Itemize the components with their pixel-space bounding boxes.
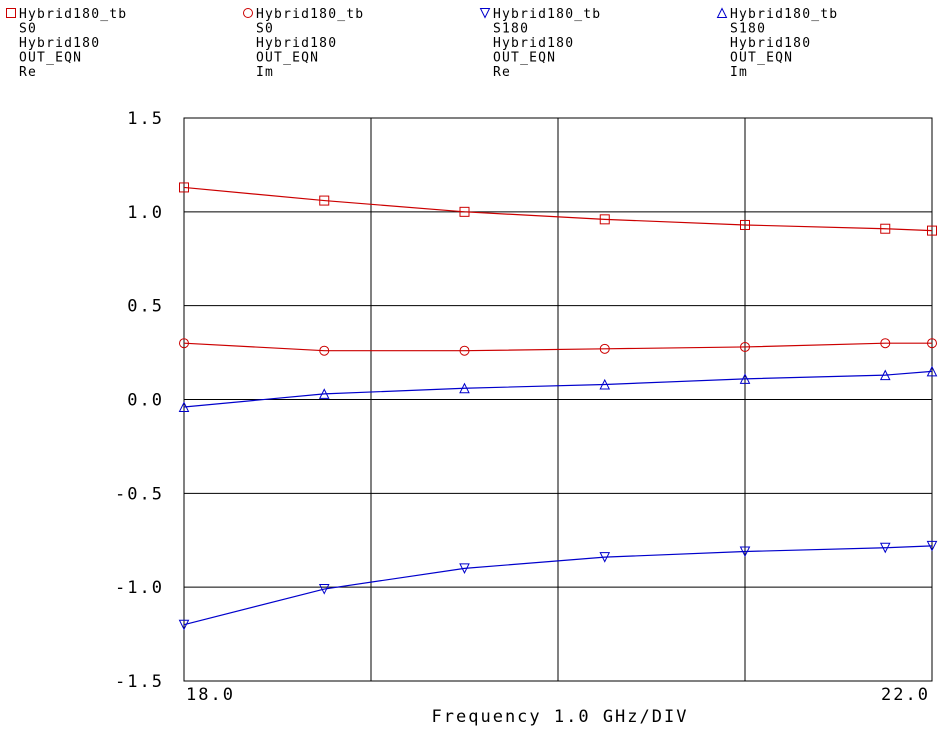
data-point: [179, 338, 189, 349]
data-point: [879, 542, 891, 554]
data-point: [927, 225, 937, 236]
x-axis-label: Frequency 1.0 GHz/DIV: [432, 707, 689, 727]
series-group: [178, 182, 938, 631]
y-tick-label: -1.0: [115, 578, 164, 598]
data-point: [459, 563, 470, 575]
series-2: [179, 338, 937, 356]
data-point: [318, 388, 330, 399]
legend-label: Hybrid180_tb: [256, 7, 364, 22]
data-point: [927, 338, 937, 349]
legend-marker: [6, 8, 16, 18]
y-tick-label: 1.5: [127, 109, 164, 129]
data-point: [178, 619, 190, 631]
data-point: [599, 214, 610, 225]
data-point: [459, 206, 470, 217]
legend-label: Hybrid180: [19, 36, 100, 51]
series-line: [183, 370, 933, 408]
series-line: [183, 186, 933, 232]
data-point: [879, 369, 891, 381]
data-point: [926, 365, 938, 377]
data-point: [880, 223, 891, 234]
data-point: [179, 182, 189, 193]
legend-label: Hybrid180_tb: [493, 7, 601, 22]
data-point: [880, 338, 891, 349]
data-point: [599, 378, 611, 390]
data-point: [926, 540, 938, 552]
legend-label: OUT_EQN: [256, 51, 319, 66]
legend-marker: [479, 8, 491, 19]
legend-label: OUT_EQN: [19, 51, 82, 66]
y-axis: 1.5 1.0 0.5 0.0 -0.5 -1.0 -1.5: [115, 109, 164, 692]
grid: [183, 117, 933, 682]
data-point: [319, 345, 330, 356]
data-point: [178, 401, 190, 413]
y-tick-label: 0.0: [127, 391, 164, 411]
legend-label: Re: [19, 65, 37, 80]
legend-label: S0: [256, 22, 274, 37]
data-point: [318, 584, 330, 595]
series-3: [178, 540, 938, 631]
series-line: [183, 545, 933, 626]
y-tick-label: -0.5: [115, 484, 164, 504]
x-tick-label: 22.0: [881, 685, 930, 705]
data-point: [319, 195, 330, 206]
legend-marker: [716, 7, 728, 18]
legend-label: S180: [493, 22, 529, 37]
legend-label: Im: [256, 65, 274, 80]
legend-label: Hybrid180: [730, 36, 811, 51]
legend-label: OUT_EQN: [493, 51, 556, 66]
legend-label: Hybrid180: [256, 36, 337, 51]
series-1: [179, 182, 937, 236]
legend-label: OUT_EQN: [730, 51, 793, 66]
legend-label: S180: [730, 22, 766, 37]
legend-marker: [243, 8, 253, 18]
legend-label: Re: [493, 65, 511, 80]
legend-label: Hybrid180_tb: [730, 7, 838, 22]
x-axis: 18.0 22.0: [186, 685, 930, 705]
y-tick-label: 0.5: [127, 297, 164, 317]
series-line: [183, 342, 932, 352]
data-point: [739, 373, 751, 384]
x-tick-label: 18.0: [186, 685, 235, 705]
legend: Hybrid180_tbS0Hybrid180OUT_EQNReHybrid18…: [6, 7, 838, 80]
y-tick-label: -1.5: [115, 672, 164, 692]
data-point: [599, 343, 610, 354]
data-point: [599, 552, 611, 563]
data-point: [740, 219, 750, 230]
data-point: [739, 546, 751, 558]
legend-label: Hybrid180: [493, 36, 574, 51]
y-tick-label: 1.0: [127, 203, 164, 223]
legend-label: Hybrid180_tb: [19, 7, 127, 22]
series-4: [178, 365, 938, 413]
legend-label: Im: [730, 65, 748, 80]
data-point: [459, 382, 470, 394]
data-point: [459, 345, 470, 356]
data-point: [740, 341, 750, 352]
legend-label: S0: [19, 22, 37, 37]
